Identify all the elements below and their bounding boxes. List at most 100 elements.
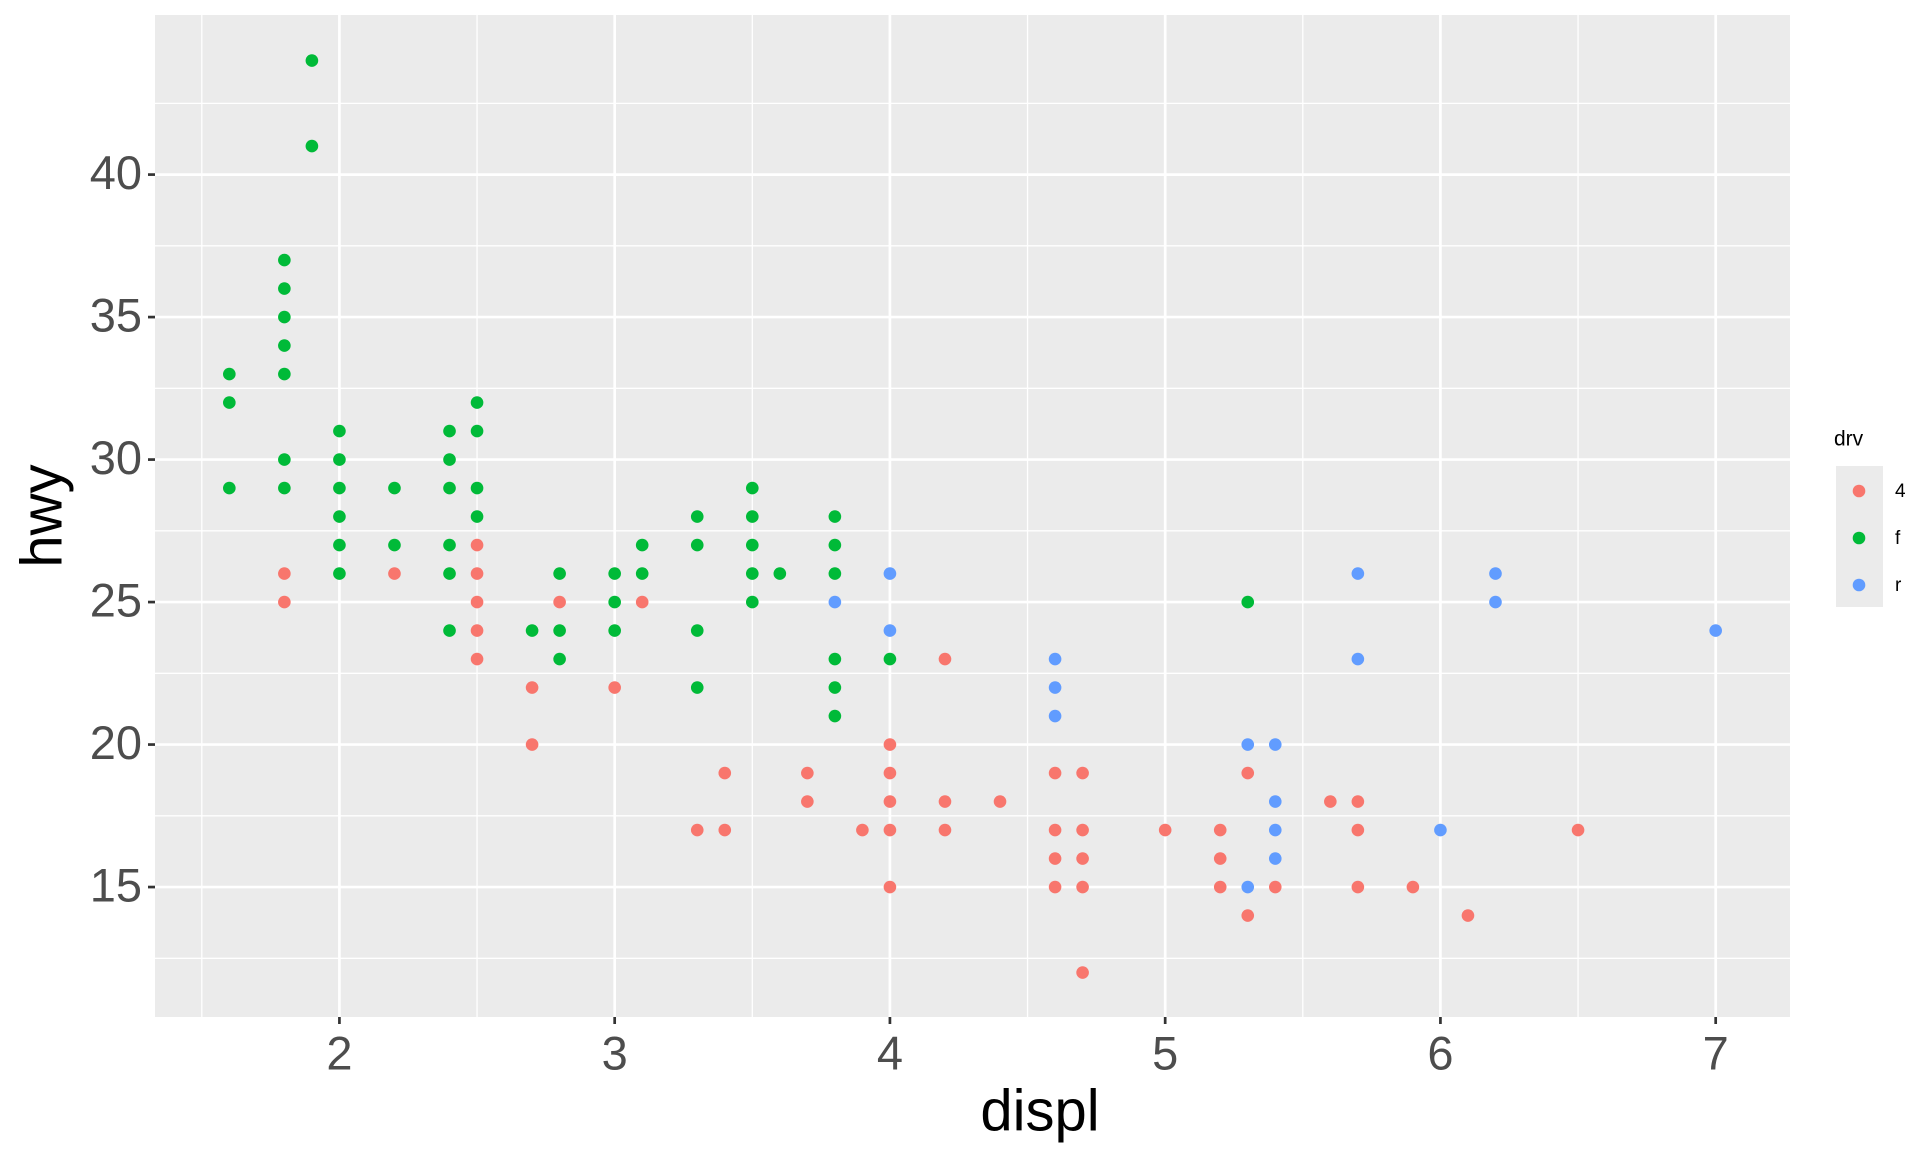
point (278, 595, 291, 609)
point (1268, 738, 1282, 751)
point (278, 567, 291, 580)
point (553, 567, 566, 580)
x-tick-label: 6 (1427, 1026, 1453, 1079)
x-tick-label: 4 (877, 1026, 903, 1079)
point (883, 823, 897, 837)
point (470, 595, 484, 609)
x-tick-label: 7 (1703, 1026, 1729, 1079)
point (828, 595, 842, 609)
point (333, 424, 346, 438)
point (1076, 880, 1089, 894)
point (690, 624, 704, 637)
point (1213, 823, 1227, 837)
point (278, 339, 291, 352)
point (1213, 880, 1227, 894)
x-tick-label: 5 (1152, 1026, 1178, 1079)
y-tick-label: 15 (90, 858, 142, 911)
point (470, 424, 484, 438)
point (1351, 823, 1365, 837)
legend-swatch (1852, 578, 1866, 592)
point (525, 624, 539, 637)
point (690, 681, 704, 694)
point (1076, 766, 1089, 780)
point (470, 624, 484, 637)
x-axis-title: displ (980, 1078, 1099, 1143)
point (388, 567, 401, 580)
point (745, 481, 759, 495)
point (1268, 880, 1282, 894)
point (690, 510, 704, 523)
y-tick-label: 20 (90, 716, 142, 769)
point (1351, 795, 1365, 808)
point (525, 681, 539, 694)
point (1461, 909, 1475, 922)
point (1241, 738, 1255, 751)
point (745, 538, 759, 552)
point (1076, 852, 1089, 865)
y-tick-label: 30 (90, 431, 142, 484)
point (278, 367, 291, 381)
point (1241, 595, 1255, 609)
point (333, 567, 346, 580)
point (608, 567, 621, 580)
point (938, 795, 952, 808)
point (938, 652, 952, 666)
point (883, 880, 897, 894)
point (883, 738, 897, 751)
point (1048, 823, 1062, 837)
point (828, 681, 842, 694)
point (470, 652, 484, 666)
point (443, 567, 456, 580)
point (1351, 567, 1365, 580)
point (1048, 766, 1062, 780)
legend-label: f (1895, 528, 1901, 549)
point (305, 54, 319, 67)
point (470, 510, 484, 523)
point (883, 624, 897, 637)
point (1434, 823, 1447, 837)
y-tick-label: 25 (90, 573, 142, 626)
point (745, 567, 759, 580)
point (443, 481, 456, 495)
point (1048, 709, 1062, 723)
point (828, 538, 842, 552)
point (1406, 880, 1420, 894)
point (883, 795, 897, 808)
point (1241, 880, 1255, 894)
point (993, 795, 1007, 808)
point (938, 823, 952, 837)
point (1048, 681, 1062, 694)
point (883, 766, 897, 780)
point (443, 424, 456, 438)
point (333, 481, 346, 495)
point (828, 510, 842, 523)
point (828, 652, 842, 666)
point (1709, 624, 1722, 637)
point (1324, 795, 1337, 808)
points (223, 54, 1722, 979)
point (553, 624, 566, 637)
point (1158, 823, 1172, 837)
legend-label: r (1895, 575, 1902, 596)
point (470, 538, 484, 552)
point (1241, 766, 1255, 780)
point (333, 510, 346, 523)
point (1489, 567, 1502, 580)
point (305, 139, 319, 153)
point (1489, 595, 1502, 609)
y-tick-label: 40 (90, 146, 142, 199)
point (883, 567, 897, 580)
point (1213, 852, 1227, 865)
point (690, 538, 704, 552)
point (828, 567, 842, 580)
point (1241, 909, 1255, 922)
x-tick-label: 2 (326, 1026, 352, 1079)
point (278, 453, 291, 466)
point (690, 823, 704, 837)
point (1351, 880, 1365, 894)
point (608, 681, 621, 694)
y-tick-label: 35 (90, 289, 142, 342)
point (470, 396, 484, 409)
point (443, 624, 456, 637)
